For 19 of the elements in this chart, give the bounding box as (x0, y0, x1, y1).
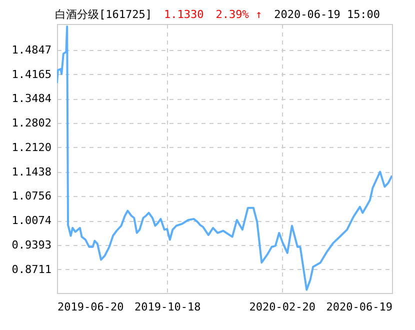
text: 2020-06-19 15:00 (274, 8, 380, 21)
y-tick-label: 1.0074 (12, 214, 52, 228)
y-tick-label: 1.3484 (12, 92, 52, 106)
y-tick-label: 1.2120 (12, 140, 52, 154)
y-tick-label: 1.4165 (12, 68, 52, 81)
x-tick-label: 2020-02-20 (249, 300, 316, 314)
line-series (57, 26, 392, 291)
y-tick-label: 1.2802 (12, 116, 52, 130)
chart-title: 白酒分级[161725] (55, 8, 152, 21)
text: 1.1330 (164, 8, 204, 21)
y-tick-label: 1.1438 (12, 165, 52, 178)
y-tick-label: 1.4847 (12, 43, 52, 56)
x-tick-label: 2020-06-19 (326, 300, 392, 314)
y-tick-label: 0.9393 (12, 238, 52, 252)
y-tick-label: 0.8711 (12, 262, 52, 276)
text: 2.39% ↑ (216, 8, 262, 21)
y-tick-label: 1.0756 (12, 190, 52, 203)
x-tick-label: 2019-06-20 (58, 300, 124, 314)
x-tick-label: 2019-10-18 (134, 300, 201, 314)
